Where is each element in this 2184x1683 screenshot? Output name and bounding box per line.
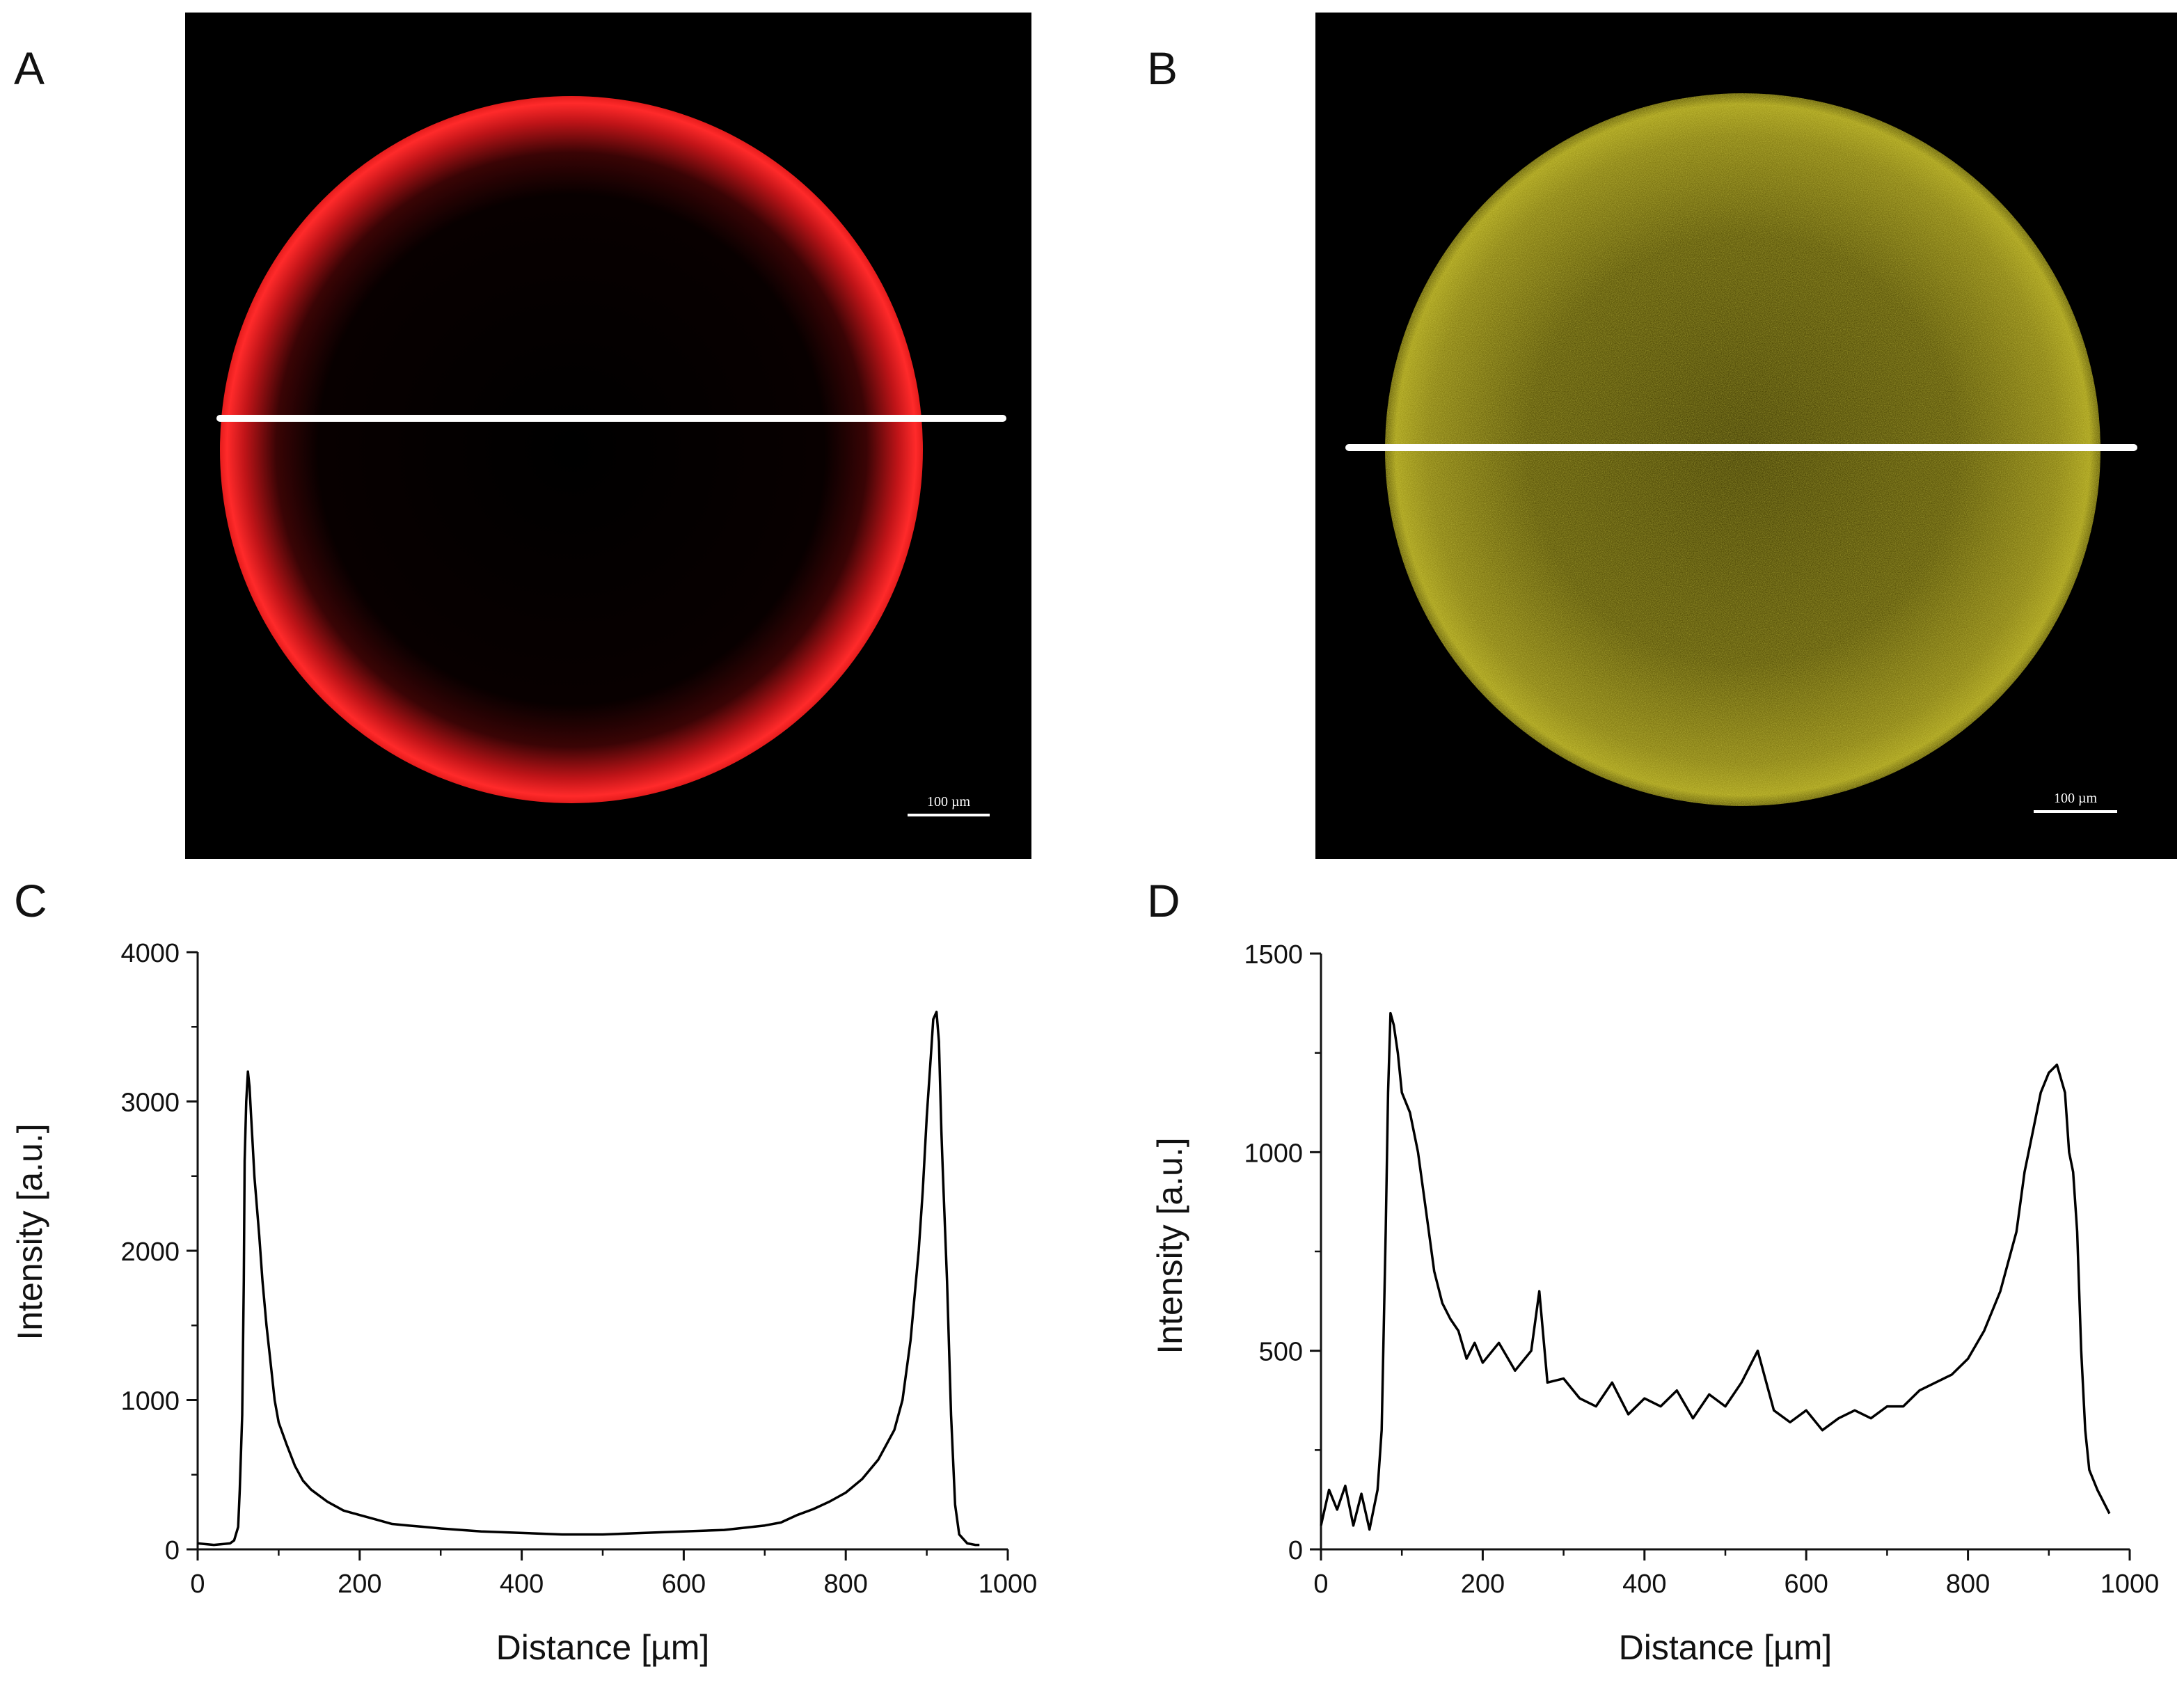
micrograph-a: 100 µm bbox=[185, 13, 1031, 859]
chart-c-y-tick-label: 0 bbox=[165, 1536, 180, 1565]
panel-label-c: C bbox=[14, 875, 47, 926]
micrograph-b-image: 100 µm bbox=[1345, 93, 2137, 813]
chart-d-x-tick-label: 800 bbox=[1946, 1570, 1990, 1599]
chart-c-x-label: Distance [µm] bbox=[496, 1628, 710, 1667]
panel-label-d: D bbox=[1147, 875, 1180, 926]
chart-d-x-label: Distance [µm] bbox=[1619, 1628, 1833, 1667]
scale-bar-label-b: 100 µm bbox=[2054, 791, 2098, 806]
chart-d-x-tick-label: 0 bbox=[1313, 1570, 1328, 1599]
chart-d-x-tick-label: 600 bbox=[1784, 1570, 1828, 1599]
chart-c-y-tick-label: 4000 bbox=[120, 939, 180, 968]
chart-c-x-tick-label: 800 bbox=[823, 1570, 867, 1599]
chart-d-group: 0 200 400 600 800 1000 0 500 1000 1500 Distance [µ… bbox=[1150, 940, 2159, 1667]
chart-d-y-tick-label: 500 bbox=[1259, 1338, 1303, 1367]
chart-c-x-tick-label: 1000 bbox=[979, 1570, 1038, 1599]
micrograph-a-image: 100 µm bbox=[216, 96, 1006, 816]
chart-c-x-tick-label: 600 bbox=[662, 1570, 706, 1599]
scale-bar-label-a: 100 µm bbox=[927, 794, 971, 809]
chart-c-x-tick-label: 400 bbox=[500, 1570, 544, 1599]
panel-label-a: A bbox=[14, 42, 45, 94]
chart-c-y-tick-label: 3000 bbox=[120, 1089, 180, 1118]
chart-c-y-label: Intensity [a.u.] bbox=[10, 1123, 49, 1340]
chart-d-y-label: Intensity [a.u.] bbox=[1150, 1137, 1189, 1354]
chart-c-y-tick-label: 2000 bbox=[120, 1238, 180, 1267]
chart-c-group: 0 200 400 600 800 1000 0 1000 2000 3000 4000 Distan… bbox=[10, 939, 1037, 1667]
chart-d-series-line bbox=[1320, 1011, 2111, 1531]
chart-c-x-tick-label: 0 bbox=[190, 1570, 205, 1599]
chart-c-x-tick-label: 200 bbox=[338, 1570, 381, 1599]
capsule-shell-red bbox=[220, 96, 923, 803]
chart-d-y-tick-label: 0 bbox=[1288, 1536, 1303, 1565]
chart-c-y-tick-label: 1000 bbox=[120, 1387, 180, 1416]
chart-c-series-line bbox=[197, 1011, 980, 1547]
chart-d-y-tick-label: 1000 bbox=[1244, 1139, 1303, 1168]
chart-d-y-tick-label: 1500 bbox=[1244, 940, 1303, 970]
chart-d-x-tick-label: 1000 bbox=[2100, 1570, 2160, 1599]
chart-d-x-tick-label: 400 bbox=[1622, 1570, 1666, 1599]
chart-d-x-tick-label: 200 bbox=[1461, 1570, 1505, 1599]
panel-label-b: B bbox=[1147, 42, 1178, 94]
micrograph-b: 100 µm bbox=[1315, 13, 2177, 859]
